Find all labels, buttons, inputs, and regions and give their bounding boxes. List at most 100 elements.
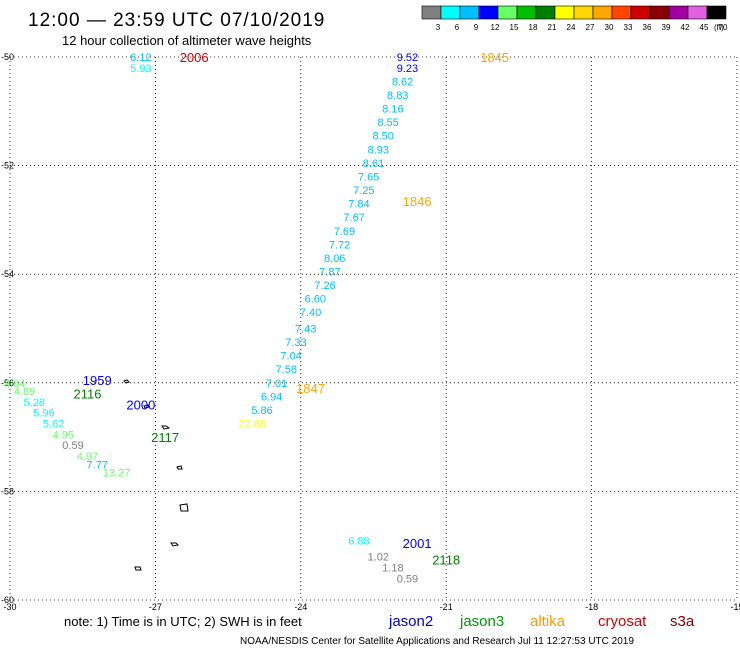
wave-height-label: 7.33 (285, 337, 306, 349)
wave-height-label: 7.87 (319, 266, 340, 278)
time-label: 2117 (151, 430, 179, 445)
island-6 (170, 542, 180, 547)
wave-height-label: 7.65 (358, 171, 379, 183)
legend-swatch (630, 5, 651, 20)
legend-label: 24 (567, 23, 576, 32)
wave-height-label: 7.25 (353, 185, 374, 197)
island-outlines (123, 379, 189, 571)
x-tick-label: -15 (730, 602, 740, 612)
color-legend: 3 6 9 12 15 18 21 24 27 30 33 36 39 42 45 70 (421, 5, 728, 32)
legend-label: 21 (548, 23, 557, 32)
wave-height-label: 1.18 (382, 562, 403, 574)
legend-swatch (668, 5, 689, 20)
wave-height-label: 4.89 (14, 386, 35, 398)
legend-swatch (592, 5, 613, 20)
time-label: 1846 (403, 194, 432, 209)
wave-height-label: 7.84 (348, 199, 369, 211)
time-label: 2001 (403, 536, 432, 551)
island-1 (123, 379, 130, 384)
y-tick-label: -58 (1, 486, 14, 496)
wave-height-label: 7.01 (266, 378, 287, 390)
wave-height-label: 4.84 (4, 378, 25, 390)
wave-height-label: 7.77 (87, 459, 108, 471)
legend-unit: (ft) (714, 23, 724, 32)
legend-label: 6 (455, 23, 460, 32)
wave-height-label: 9.23 (397, 63, 418, 75)
data-points: 6.125.93 9.529.238.62 8.83 8.168.55 8.508.93… (4, 52, 418, 585)
wave-height-label: 8.93 (368, 144, 389, 156)
time-label: 1959 (83, 373, 112, 388)
legend-label: 70 (719, 23, 728, 32)
legend-label: 30 (605, 23, 614, 32)
time-label: 2118 (432, 552, 460, 567)
wave-height-label: 0.59 (397, 573, 418, 585)
time-label: 1847 (296, 381, 325, 396)
satellite-legend: jason2 jason3 altika cryosat s3a (388, 613, 695, 630)
wave-height-label: 13.27 (103, 467, 131, 479)
legend-swatch (516, 5, 537, 20)
legend-swatch (440, 5, 461, 20)
axis-ticks: -30 -27 -24 -21 -18 -15 -50 -52 -54 -56 -58 -60 (1, 52, 740, 612)
legend-label: 36 (643, 23, 652, 32)
x-tick-label: -18 (585, 602, 598, 612)
legend-swatch (535, 5, 556, 20)
legend-swatch (649, 5, 670, 20)
wave-height-label: 7.69 (334, 226, 355, 238)
time-label: 1845 (480, 50, 509, 65)
wave-height-label: 8.61 (363, 158, 384, 170)
wave-height-label: 6.88 (348, 535, 369, 547)
y-tick-label: -60 (1, 595, 14, 605)
footer-credit: NOAA/NESDIS Center for Satellite Applica… (240, 636, 634, 647)
legend-swatch (497, 5, 518, 20)
wave-height-label: 8.06 (324, 253, 345, 265)
legend-label: 42 (681, 23, 690, 32)
x-tick-label: -24 (294, 602, 307, 612)
legend-label: 15 (510, 23, 519, 32)
chart-title: 12:00 — 23:59 UTC 07/10/2019 (28, 10, 325, 31)
time-label: 2000 (126, 398, 155, 413)
legend-label: 27 (586, 23, 595, 32)
island-7 (134, 566, 142, 571)
wave-height-label: 8.50 (372, 131, 393, 143)
legend-swatch (573, 5, 594, 20)
satellite-label: s3a (670, 613, 695, 630)
wave-height-label: 5.86 (251, 405, 272, 417)
wave-height-label: 6.60 (305, 294, 326, 306)
grid-lines (9, 56, 738, 601)
time-label: 2116 (74, 387, 102, 402)
satellite-label: jason3 (459, 613, 504, 630)
legend-swatch (421, 5, 442, 20)
satellite-label: cryosat (598, 613, 647, 630)
y-tick-label: -54 (1, 269, 14, 279)
x-tick-label: -21 (440, 602, 453, 612)
island-4 (176, 465, 183, 470)
wave-height-label: 7.40 (300, 307, 321, 319)
chart-subtitle: 12 hour collection of altimeter wave hei… (62, 33, 312, 48)
legend-label: 45 (700, 23, 709, 32)
wave-height-label: 1.02 (368, 552, 389, 564)
legend-label: 9 (474, 23, 479, 32)
wave-height-label: 5.62 (43, 419, 64, 431)
y-tick-label: -50 (1, 52, 14, 62)
legend-label: 3 (436, 23, 441, 32)
wave-height-label: 9.52 (397, 52, 418, 64)
wave-height-label: 5.93 (130, 63, 151, 75)
legend-label: 12 (491, 23, 500, 32)
wave-height-label: 7.26 (314, 280, 335, 292)
wave-height-label: 8.83 (387, 90, 408, 102)
y-tick-label: -52 (1, 161, 14, 171)
time-label: 2006 (180, 50, 209, 65)
wave-height-label: 7.58 (276, 364, 297, 376)
wave-height-label: 6.94 (261, 391, 282, 403)
wave-height-label: 8.55 (377, 117, 398, 129)
legend-swatch (706, 5, 727, 20)
wave-height-label: 7.43 (295, 324, 316, 336)
wave-height-label: 5.96 (33, 408, 54, 420)
legend-swatch (611, 5, 632, 20)
satellite-label: jason2 (388, 613, 433, 630)
wave-height-label: 8.16 (382, 104, 403, 116)
legend-label: 18 (529, 23, 538, 32)
wave-height-label: 7.72 (329, 239, 350, 251)
legend-swatch (687, 5, 708, 20)
